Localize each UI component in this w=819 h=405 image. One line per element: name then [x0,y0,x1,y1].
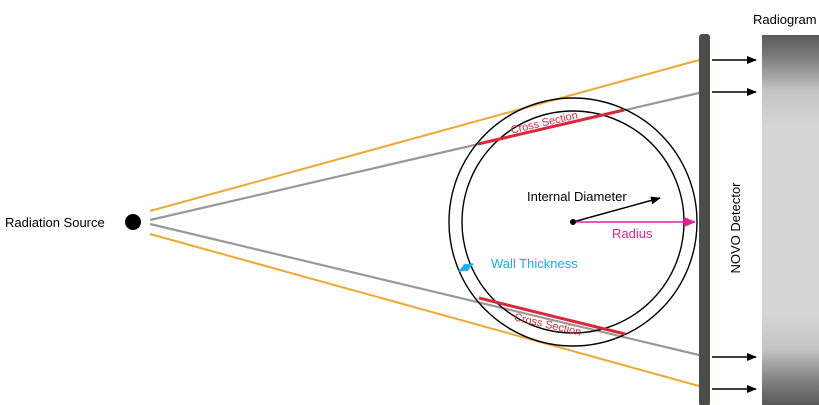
radiogram-image [762,35,819,405]
internal-diameter-arrow [572,196,661,223]
pipe-center-dot [570,219,576,225]
radius-label: Radius [612,226,653,241]
outer-beam-bottom [149,233,700,387]
outer-beam-top [149,59,700,212]
novo-detector-label: NOVO Detector [728,182,743,274]
cross-section-bottom-line [478,296,626,336]
inner-beam-bottom [149,222,700,357]
radiation-source-dot [125,214,141,230]
cross-section-top-label: Cross Section [510,110,579,137]
cross-section-top-line [477,108,625,146]
novo-detector-bar [699,34,710,405]
wall-thickness-arrow [458,263,474,272]
internal-diameter-label: Internal Diameter [527,189,627,204]
pipe-outer-wall [448,97,698,347]
radiogram-label: Radiogram [753,12,817,27]
radiation-source-label: Radiation Source [5,215,105,230]
wall-thickness-label: Wall Thickness [491,256,578,271]
